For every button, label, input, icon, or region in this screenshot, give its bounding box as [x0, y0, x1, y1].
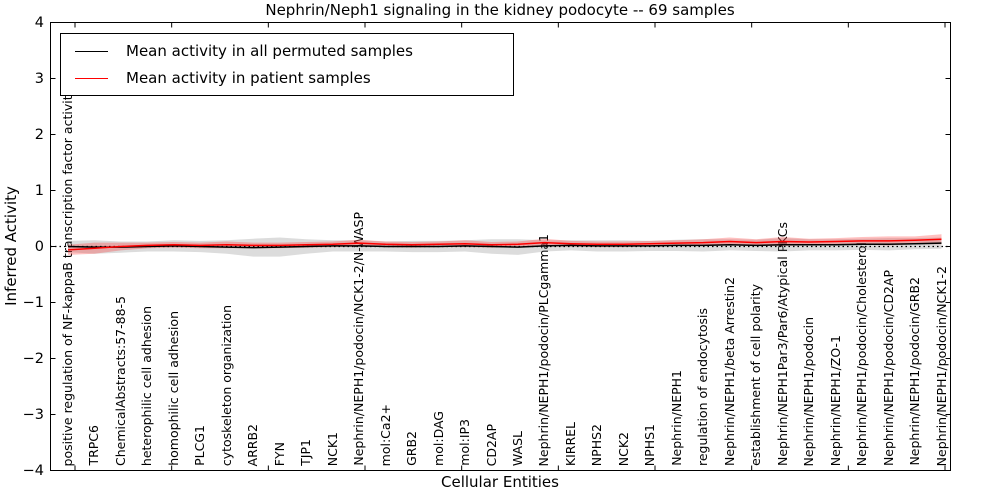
permuted-line-swatch [75, 50, 108, 52]
y-tick-label: 3 [34, 70, 44, 87]
patient-mean-line [67, 238, 942, 251]
y-tick-label: −3 [22, 406, 44, 423]
chart-title: Nephrin/Neph1 signaling in the kidney po… [265, 1, 735, 19]
y-tick-label: 4 [34, 14, 44, 31]
patient-line-swatch [75, 77, 108, 79]
legend: Mean activity in all permuted samples Me… [60, 33, 514, 96]
legend-item-patient: Mean activity in patient samples [75, 66, 513, 90]
y-tick-label: 1 [34, 182, 44, 199]
legend-label-patient: Mean activity in patient samples [126, 69, 371, 87]
y-tick-label: 0 [34, 238, 44, 255]
y-tick-label: −4 [22, 462, 44, 479]
permuted-mean-line [67, 242, 942, 249]
y-tick-label: −1 [22, 294, 44, 311]
y-tick-label: 2 [34, 126, 44, 143]
legend-item-permuted: Mean activity in all permuted samples [75, 39, 513, 63]
x-axis-label: Cellular Entities [441, 473, 559, 491]
y-tick-label: −2 [22, 350, 44, 367]
legend-label-permuted: Mean activity in all permuted samples [126, 42, 413, 60]
